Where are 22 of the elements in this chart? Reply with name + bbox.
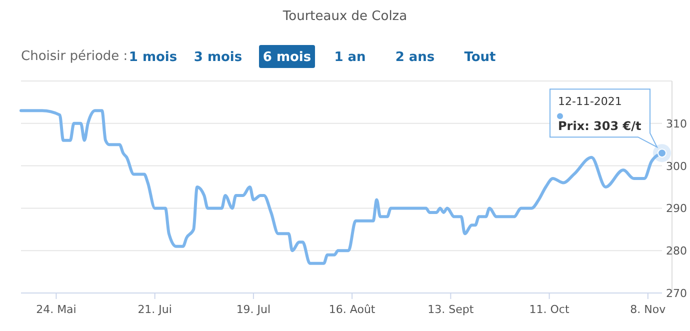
x-tick-label: 13. Sept xyxy=(428,303,474,316)
text: 2 ans xyxy=(395,50,435,65)
x-tick-label: 8. Nov xyxy=(630,303,666,316)
y-tick-label: 310 xyxy=(666,117,687,130)
text: Tout xyxy=(464,50,496,65)
x-tick-label: 19. Jul xyxy=(236,303,271,316)
text: Choisir période : xyxy=(21,49,128,64)
text: 3 mois xyxy=(194,50,242,65)
annotation: Prix: 303 €/t xyxy=(558,119,642,134)
x-tick-label: 11. Oct xyxy=(529,303,570,316)
text: 1 mois xyxy=(128,50,178,65)
annotation: 12-11-2021 xyxy=(558,95,622,108)
x-tick-label: 16. Août xyxy=(328,303,376,316)
y-tick-label: 290 xyxy=(666,202,687,216)
x-tick-label: 24. Mai xyxy=(36,303,76,316)
text: 1 an xyxy=(334,50,366,65)
chart-title: Tourteaux de Colza xyxy=(282,9,408,24)
text: 6 mois xyxy=(262,50,312,65)
x-tick-label: 21. Jui xyxy=(138,303,172,316)
y-tick-label: 300 xyxy=(666,160,687,173)
y-tick-label: 270 xyxy=(666,287,687,300)
y-tick-label: 280 xyxy=(666,244,687,258)
